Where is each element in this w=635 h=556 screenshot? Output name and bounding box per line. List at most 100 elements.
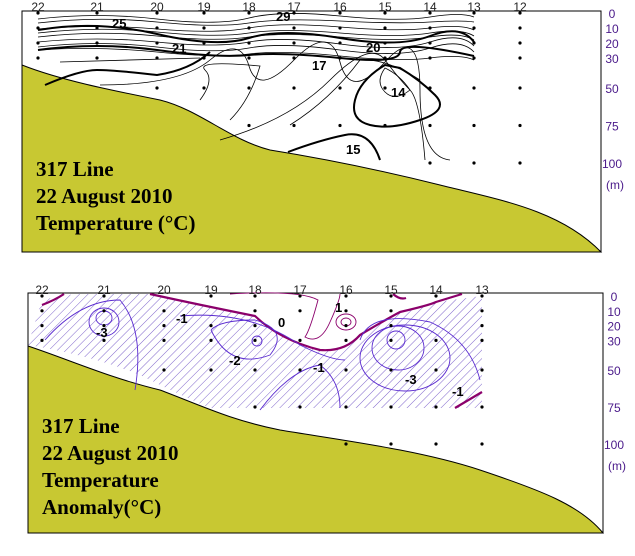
sample-point <box>247 26 251 30</box>
sample-point <box>472 86 476 90</box>
sample-point <box>389 338 393 342</box>
sample-point <box>518 41 522 45</box>
sample-point <box>518 161 522 165</box>
sample-point <box>389 405 393 409</box>
contour-label-minus3-west: -3 <box>96 325 108 340</box>
sample-point <box>518 11 522 15</box>
sample-point <box>518 26 522 30</box>
temperature-anomaly-panel: -3 -1 0 1 -2 -1 -3 -1 22 21 20 19 18 17 16 15 14… <box>27 283 626 534</box>
sample-point <box>518 123 522 128</box>
contour-label-15: 15 <box>346 142 360 157</box>
sample-point <box>298 368 302 372</box>
depth-tick-label: 100 <box>602 157 622 171</box>
station-labels: 22 21 20 19 18 17 16 15 14 13 <box>35 283 489 297</box>
sample-point <box>472 123 476 128</box>
station-label: 20 <box>157 283 171 297</box>
sample-point <box>428 56 432 60</box>
sample-point <box>472 56 476 60</box>
sample-point <box>434 338 438 342</box>
station-label: 15 <box>384 283 398 297</box>
sample-point <box>95 11 99 15</box>
sample-point <box>338 11 342 15</box>
sample-point <box>389 442 393 446</box>
sample-point <box>292 11 296 15</box>
sample-point <box>253 294 257 298</box>
sample-point <box>472 41 476 45</box>
station-label: 19 <box>197 0 211 14</box>
sample-point <box>383 41 387 45</box>
depth-tick-label: 100 <box>604 438 624 452</box>
sample-point <box>40 309 44 313</box>
station-label: 21 <box>90 0 104 14</box>
station-label: 12 <box>513 0 527 14</box>
station-label: 13 <box>475 283 489 297</box>
sample-point <box>518 56 522 60</box>
sample-point <box>155 86 159 90</box>
station-label: 18 <box>242 0 256 14</box>
contour-label-1: 1 <box>335 300 342 315</box>
station-label: 22 <box>35 283 49 297</box>
sample-point <box>298 338 302 342</box>
station-label: 22 <box>31 0 45 14</box>
sample-point <box>434 442 438 446</box>
station-label: 18 <box>248 283 262 297</box>
sample-point <box>383 56 387 60</box>
sample-point <box>202 11 206 15</box>
sample-point <box>155 11 159 15</box>
sample-point <box>209 368 213 372</box>
sample-point <box>36 26 40 30</box>
sample-point <box>253 338 257 342</box>
sample-point <box>36 41 40 45</box>
sample-point <box>338 123 342 128</box>
title-line-3: Temperature <box>42 468 159 492</box>
station-label: 14 <box>429 283 443 297</box>
sample-point <box>344 309 348 313</box>
depth-tick-label: 10 <box>605 22 619 36</box>
sample-point <box>480 442 484 446</box>
depth-tick-label: 0 <box>609 7 616 21</box>
sample-point <box>338 41 342 45</box>
contour-label-20: 20 <box>366 40 380 55</box>
contour-label-14: 14 <box>391 85 406 100</box>
sample-point <box>247 11 251 15</box>
sample-point <box>428 26 432 30</box>
sample-point <box>480 405 484 409</box>
sample-point <box>162 309 166 313</box>
contour-label-minus1-east: -1 <box>452 384 464 399</box>
depth-tick-label: 50 <box>607 364 621 378</box>
sample-point <box>202 86 206 90</box>
sample-point <box>344 338 348 342</box>
sample-point <box>344 294 348 298</box>
sample-point <box>102 309 106 313</box>
sample-point <box>209 294 213 298</box>
bold-contours <box>37 24 475 161</box>
sample-point <box>480 324 484 328</box>
station-label: 14 <box>423 0 437 14</box>
sample-point <box>389 324 393 328</box>
title-line-2: 22 August 2010 <box>36 184 173 208</box>
depth-tick-label: 30 <box>607 334 621 348</box>
sample-point <box>95 41 99 45</box>
sample-point <box>472 26 476 30</box>
sample-point <box>472 11 476 15</box>
sample-point <box>292 26 296 30</box>
zero-anomaly-contour <box>41 292 483 409</box>
sample-point <box>518 86 522 90</box>
contour-label-17: 17 <box>312 58 326 73</box>
sample-point <box>247 123 251 128</box>
negative-anomaly-hatch <box>28 294 482 408</box>
sample-point <box>162 324 166 328</box>
sample-point <box>338 26 342 30</box>
sample-point <box>383 86 387 90</box>
sample-point <box>247 86 251 90</box>
sample-point <box>428 11 432 15</box>
sample-point <box>344 368 348 372</box>
seafloor-terrain <box>27 345 605 534</box>
sample-point <box>472 161 476 165</box>
sample-point <box>344 442 348 446</box>
sample-point <box>155 26 159 30</box>
contour-label-0: 0 <box>278 315 285 330</box>
station-label: 21 <box>97 283 111 297</box>
station-label: 17 <box>293 283 307 297</box>
